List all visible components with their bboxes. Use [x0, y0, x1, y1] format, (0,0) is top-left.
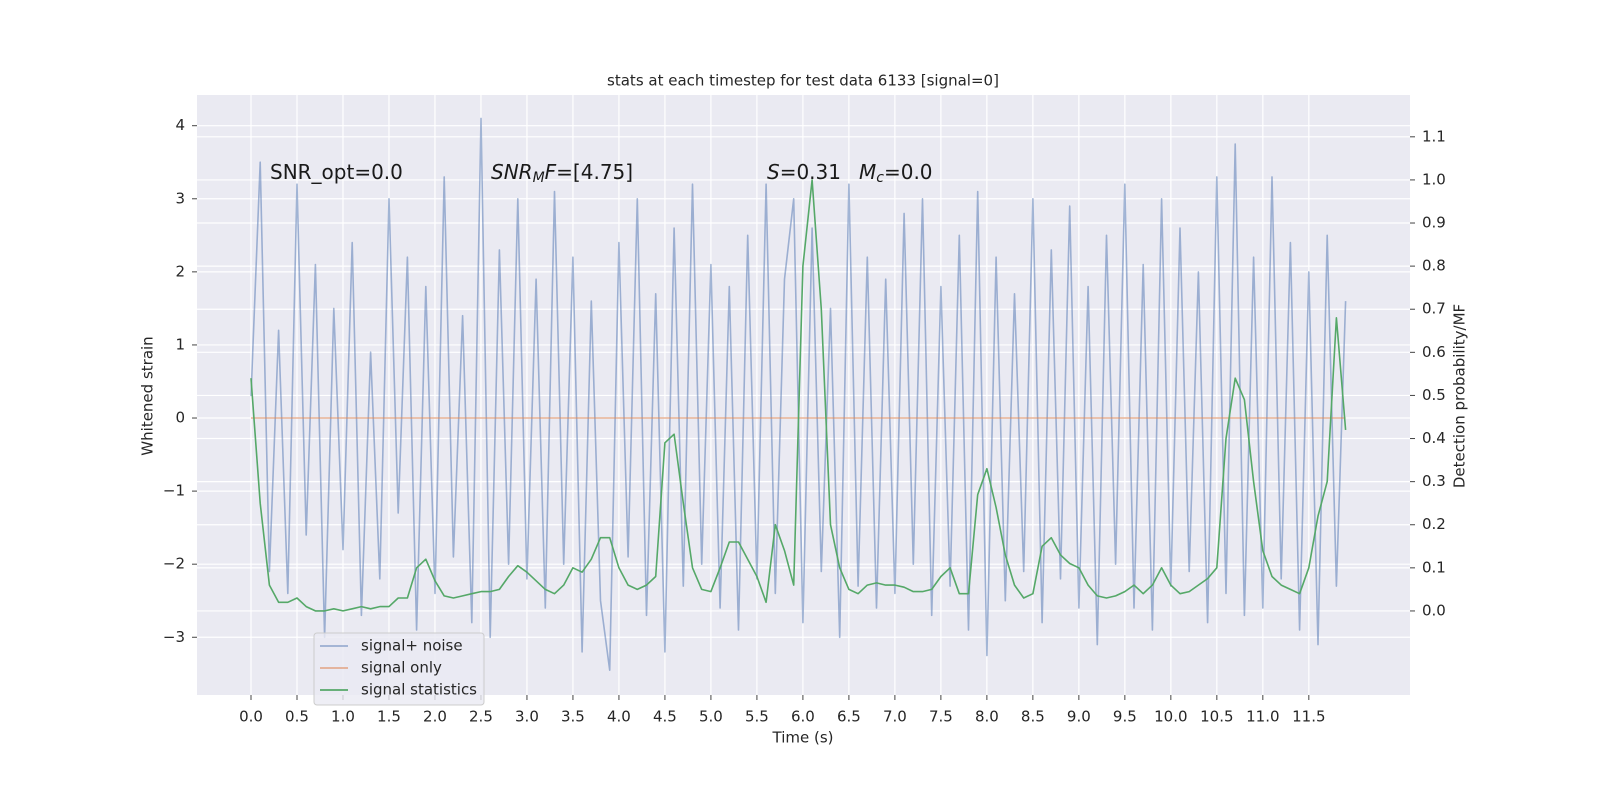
annotation-part: =0.31: [780, 160, 841, 184]
y2-tick-label: 0.9: [1422, 214, 1446, 232]
annotation-part: c: [876, 170, 884, 186]
x-tick-label: 8.0: [975, 708, 999, 726]
y-tick-label: 4: [175, 116, 185, 134]
y-tick-label: 0: [175, 409, 185, 427]
y2-tick-label: 0.5: [1422, 386, 1446, 404]
x-tick-label: 6.0: [791, 708, 815, 726]
y2-tick-label: 0.4: [1422, 429, 1446, 447]
y-tick-label: −1: [163, 482, 185, 500]
legend-label: signal only: [361, 659, 442, 677]
x-tick-label: 5.5: [745, 708, 769, 726]
y2-tick-label: 0.8: [1422, 257, 1446, 275]
annotation-part: M: [533, 170, 545, 186]
x-tick-label: 11.0: [1246, 708, 1279, 726]
annotation-part: SNR: [491, 160, 533, 184]
x-tick-label: 7.5: [929, 708, 953, 726]
y-tick-label: 3: [175, 189, 185, 207]
legend-label: signal+ noise: [361, 637, 463, 655]
y-tick-label: 2: [175, 262, 185, 280]
x-tick-label: 8.5: [1021, 708, 1045, 726]
x-axis-label: Time (s): [772, 729, 834, 747]
y2-tick-label: 0.1: [1422, 558, 1446, 576]
x-tick-label: 1.0: [331, 708, 355, 726]
x-tick-label: 6.5: [837, 708, 861, 726]
y-tick-label: 1: [175, 335, 185, 353]
y2-tick-label: 0.0: [1422, 601, 1446, 619]
x-tick-label: 4.5: [653, 708, 677, 726]
grid: [197, 95, 1410, 695]
y2-tick-label: 0.3: [1422, 472, 1446, 490]
y2-tick-label: 0.2: [1422, 515, 1446, 533]
x-tick-label: 4.0: [607, 708, 631, 726]
annotation: SNRMF=[4.75]: [491, 160, 633, 187]
x-tick-label: 10.5: [1200, 708, 1233, 726]
annotation-part: =0.0: [884, 160, 933, 184]
annotation-part: SNR_opt=0.0: [270, 160, 403, 184]
annotation: SNR_opt=0.0: [270, 160, 403, 184]
annotation-part: S: [767, 160, 780, 184]
y2-axis-label: Detection probability/MF: [1451, 304, 1469, 488]
x-tick-label: 7.0: [883, 708, 907, 726]
y-tick-label: −3: [163, 628, 185, 646]
y-tick-label: −2: [163, 555, 185, 573]
x-tick-label: 3.0: [515, 708, 539, 726]
x-tick-label: 3.5: [561, 708, 585, 726]
y2-tick-label: 0.7: [1422, 300, 1446, 318]
annotation-part: F: [545, 160, 557, 184]
y2-tick-label: 0.6: [1422, 343, 1446, 361]
x-tick-label: 5.0: [699, 708, 723, 726]
x-tick-label: 0.5: [285, 708, 309, 726]
annotation: Mc=0.0: [859, 160, 933, 187]
y2-tick-label: 1.0: [1422, 170, 1446, 188]
annotation: S=0.31: [767, 160, 841, 184]
x-tick-label: 9.0: [1067, 708, 1091, 726]
y2-tick-label: 1.1: [1422, 127, 1446, 145]
x-tick-label: 2.0: [423, 708, 447, 726]
chart-title: stats at each timestep for test data 613…: [607, 72, 999, 90]
annotation-part: M: [859, 160, 876, 184]
x-tick-label: 11.5: [1292, 708, 1325, 726]
x-tick-label: 10.0: [1154, 708, 1187, 726]
annotation-part: =[4.75]: [556, 160, 633, 184]
x-tick-label: 9.5: [1113, 708, 1137, 726]
y-axis-label: Whitened strain: [139, 336, 157, 455]
x-tick-label: 0.0: [239, 708, 263, 726]
x-tick-label: 2.5: [469, 708, 493, 726]
x-tick-label: 1.5: [377, 708, 401, 726]
series-line: [250, 179, 1347, 612]
legend-box: [313, 632, 485, 706]
legend-label: signal statistics: [361, 681, 477, 699]
